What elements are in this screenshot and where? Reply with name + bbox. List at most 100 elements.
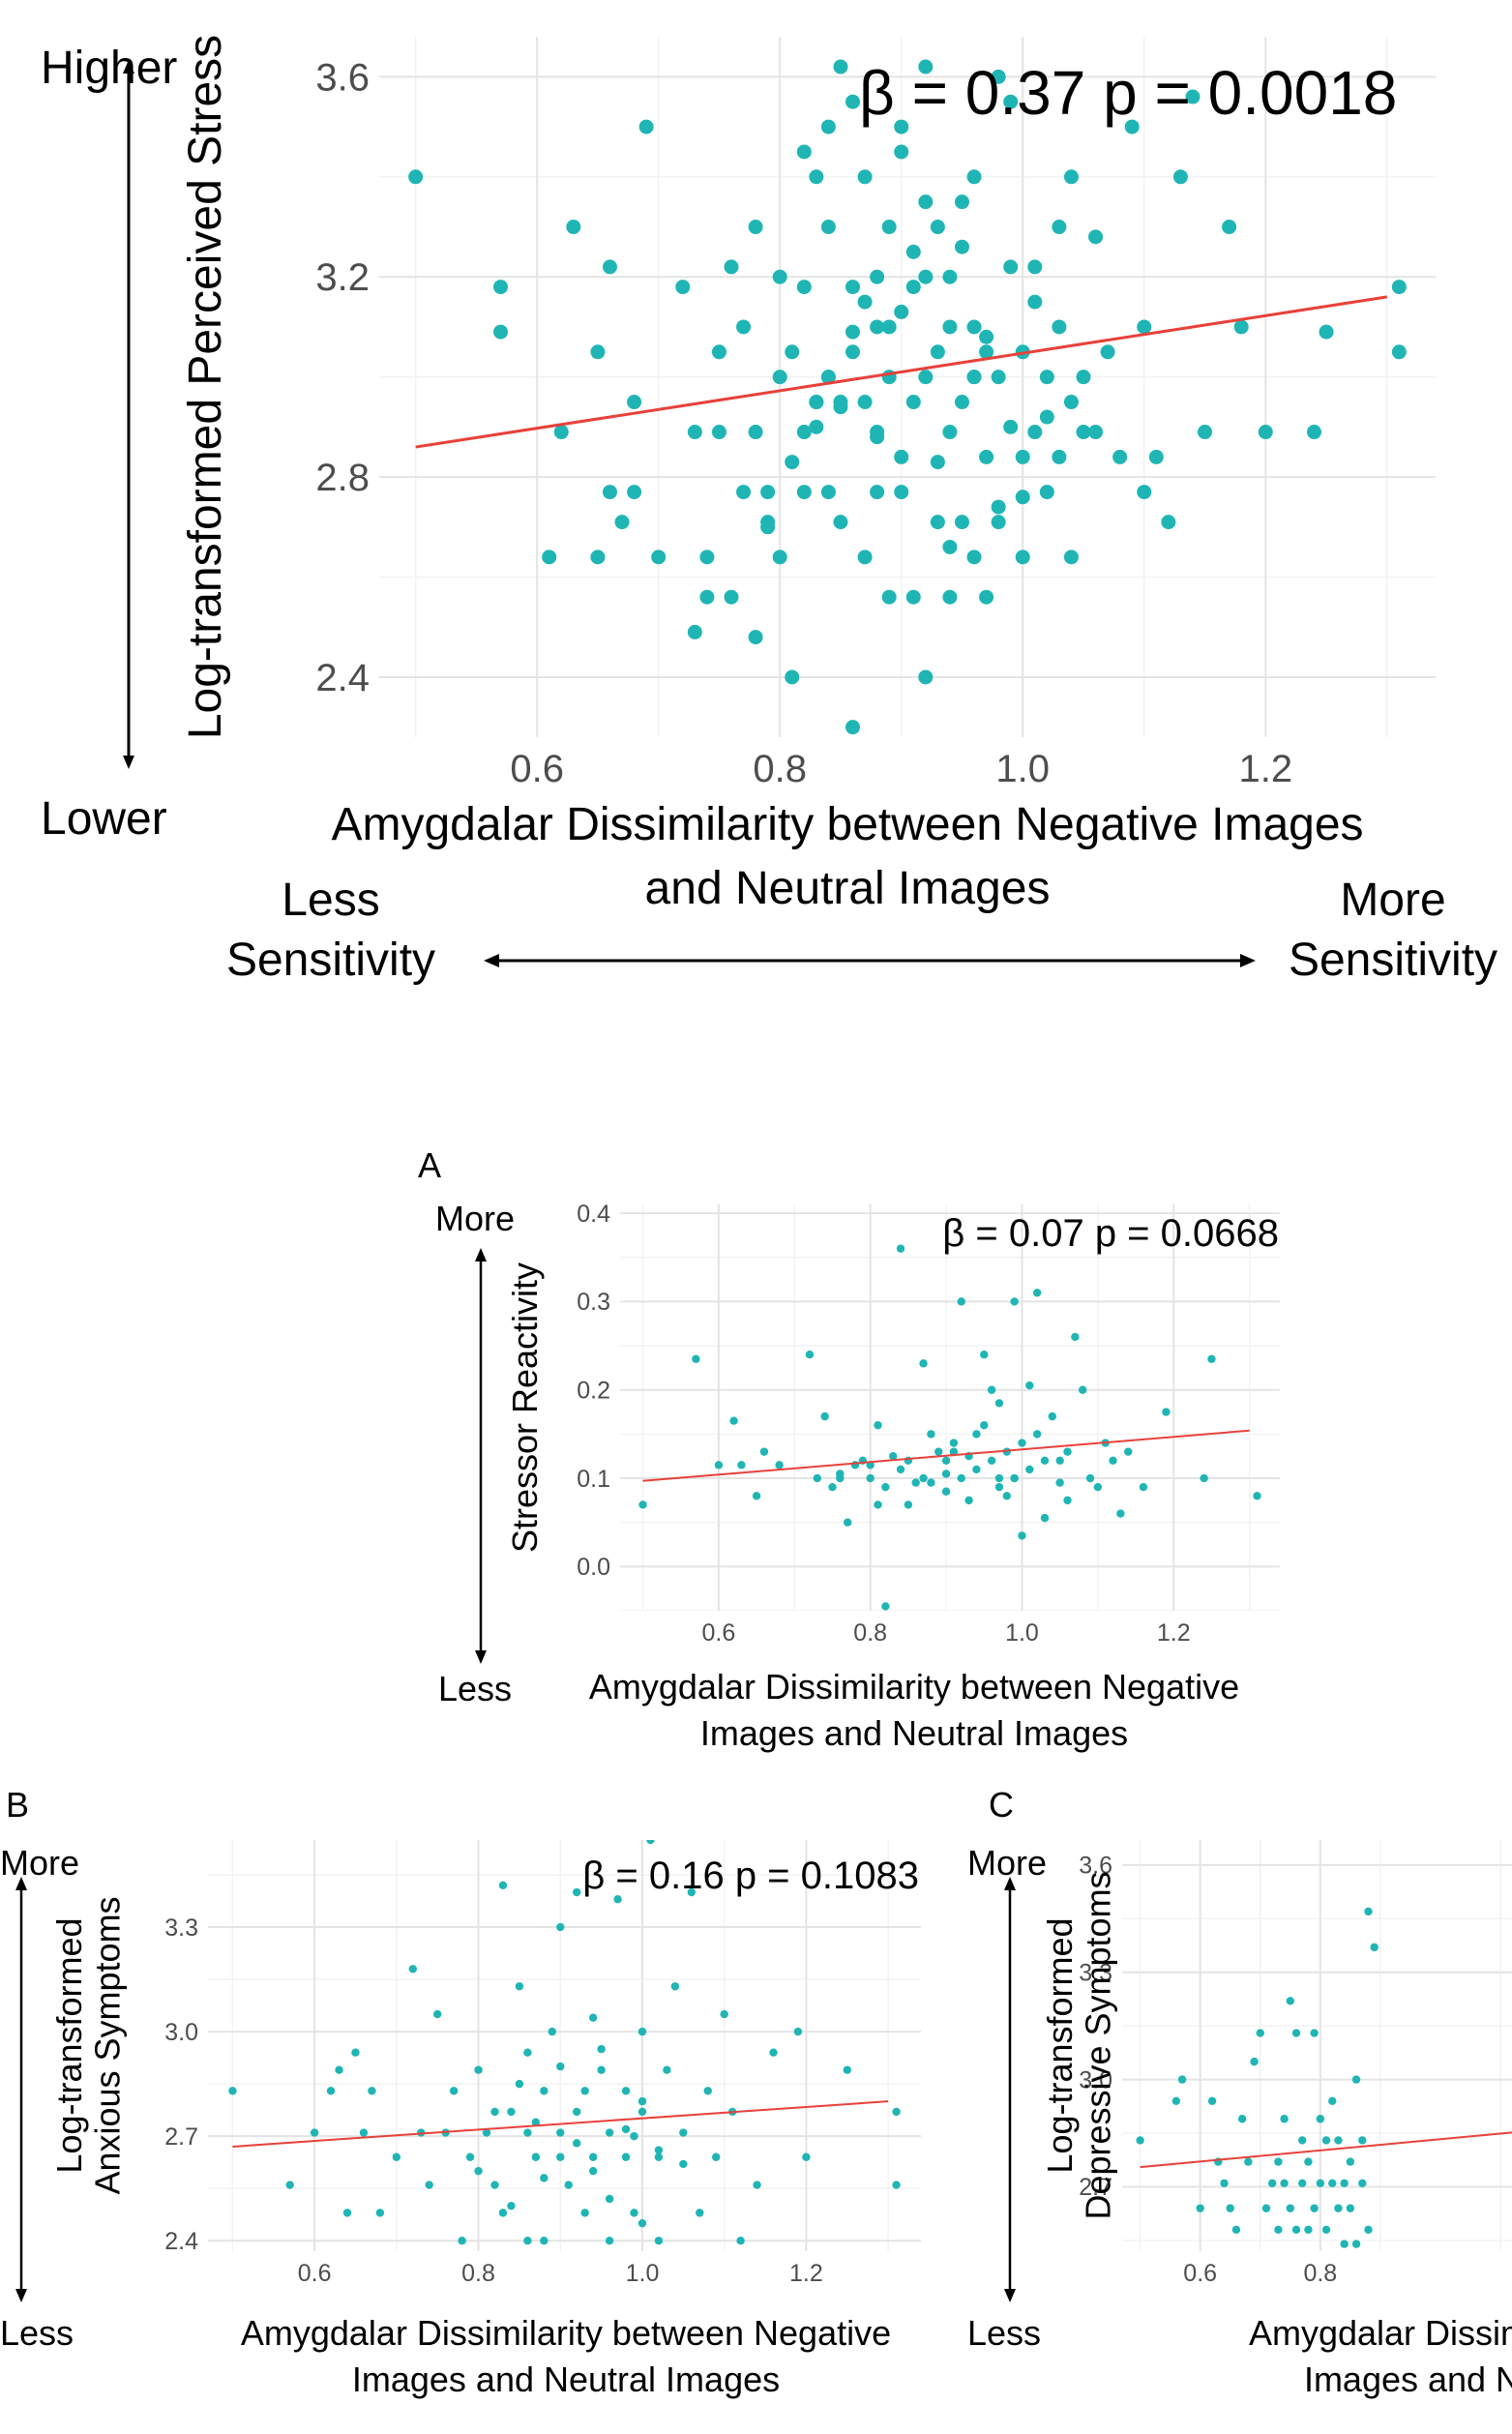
data-point <box>1052 319 1067 335</box>
data-point <box>531 2152 541 2161</box>
y-direction-arrow-head-down <box>15 2289 27 2302</box>
y-tick-label: 3.3 <box>1079 1959 1112 1986</box>
y-tick-label: 3.6 <box>315 56 370 99</box>
data-point <box>1088 229 1104 245</box>
data-point <box>1196 2204 1204 2212</box>
data-point <box>843 2065 851 2074</box>
data-point <box>892 2107 901 2117</box>
data-point <box>809 395 824 410</box>
data-point <box>692 1354 700 1363</box>
data-point <box>1256 2029 1264 2037</box>
data-point <box>991 515 1006 530</box>
data-point <box>904 1500 913 1509</box>
data-point <box>1148 449 1164 464</box>
y-arrow-top-label: More <box>0 1843 79 1883</box>
data-point <box>605 2194 614 2204</box>
data-point <box>1291 2029 1301 2037</box>
y-tick-label: 3.0 <box>164 2019 198 2046</box>
data-point <box>802 2152 811 2161</box>
data-point <box>1003 259 1019 275</box>
data-point <box>703 2087 712 2095</box>
data-point <box>1003 94 1019 109</box>
data-point <box>1346 2157 1355 2166</box>
data-point <box>564 2181 573 2189</box>
data-point <box>408 169 424 185</box>
data-point <box>1124 119 1140 134</box>
x-axis-label: Amygdalar Dissimilarity between Negative… <box>589 1667 1239 1753</box>
data-point <box>1370 1943 1379 1952</box>
data-point <box>1063 549 1079 565</box>
data-point <box>1100 344 1115 360</box>
regression-line <box>642 1429 1250 1482</box>
data-point <box>1018 1531 1026 1540</box>
data-point <box>1112 449 1128 464</box>
data-point <box>1286 2204 1294 2212</box>
data-point <box>1162 1408 1171 1416</box>
data-point <box>1328 2179 1337 2187</box>
data-point <box>919 1473 928 1483</box>
data-point <box>1039 485 1054 500</box>
data-point <box>1222 220 1237 235</box>
data-point <box>918 269 934 284</box>
data-point <box>1351 2075 1361 2084</box>
data-point <box>857 294 873 310</box>
y-axis-label: Log-transformedDepressive Symptoms <box>1040 1871 1118 2219</box>
y-direction-arrow-head-down <box>123 756 134 769</box>
data-point <box>482 2128 491 2137</box>
data-point <box>1286 1997 1294 2005</box>
y-direction-arrow-head-down <box>1004 2289 1016 2302</box>
data-point <box>892 2181 901 2189</box>
data-point <box>679 2159 688 2169</box>
data-point <box>670 1982 680 1991</box>
data-point <box>724 259 739 275</box>
data-point <box>425 2181 433 2189</box>
data-point <box>663 2065 671 2074</box>
data-point <box>590 549 606 565</box>
data-point <box>1340 2240 1349 2248</box>
data-point <box>1161 515 1176 530</box>
data-point <box>881 589 897 605</box>
data-point <box>228 2087 237 2095</box>
data-point <box>980 1351 989 1359</box>
data-point <box>326 2087 336 2095</box>
data-point <box>1063 395 1079 410</box>
data-point <box>490 2107 499 2117</box>
y-direction-arrow <box>475 1248 487 1664</box>
data-point <box>845 344 861 360</box>
y-arrow-bottom-label: Less <box>438 1669 512 1708</box>
data-point <box>580 2209 589 2217</box>
data-point <box>1003 419 1019 434</box>
data-point <box>687 1887 697 1897</box>
data-point <box>720 2009 728 2019</box>
data-point <box>894 144 909 160</box>
data-point <box>748 425 763 440</box>
data-point <box>1334 2204 1343 2212</box>
data-point <box>905 280 921 295</box>
data-point <box>627 485 642 500</box>
data-point <box>556 2128 565 2137</box>
x-tick-label: 0.6 <box>298 2260 332 2287</box>
data-point <box>833 59 848 74</box>
plot-area <box>620 1204 1280 1611</box>
data-point <box>772 269 787 284</box>
data-point <box>1391 344 1407 360</box>
data-point <box>964 1496 973 1505</box>
data-point <box>1334 2136 1343 2145</box>
data-point <box>1274 2157 1283 2166</box>
data-point <box>1310 2029 1319 2037</box>
data-point <box>870 269 885 284</box>
data-point <box>375 2209 385 2217</box>
data-point <box>1280 2115 1289 2123</box>
data-point <box>894 304 909 319</box>
data-point <box>523 2128 532 2137</box>
data-point <box>637 2107 647 2117</box>
data-point <box>540 2174 548 2182</box>
stat-annotation: β = 0.16 p = 0.1083 <box>582 1855 919 1897</box>
data-point <box>1316 2179 1325 2187</box>
data-point <box>972 1465 981 1474</box>
data-point <box>540 2087 548 2095</box>
data-point <box>957 1473 965 1483</box>
data-point <box>1267 2179 1277 2187</box>
data-point <box>1274 2225 1283 2235</box>
y-tick-label: 2.4 <box>315 657 370 699</box>
